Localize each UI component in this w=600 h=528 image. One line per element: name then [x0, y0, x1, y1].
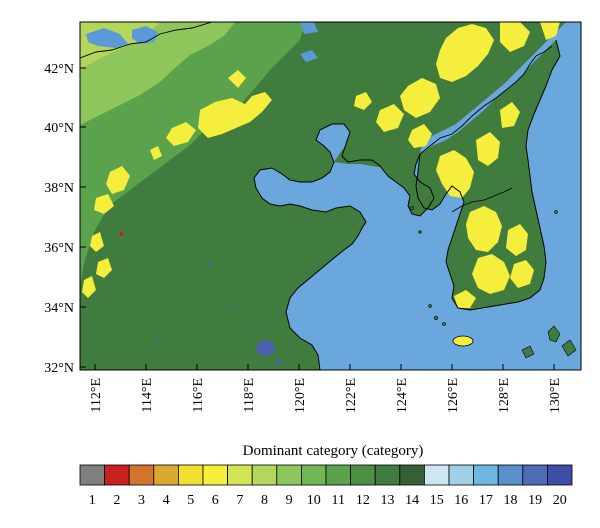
border-china-korea	[419, 45, 553, 155]
cropland-patches-korea	[436, 102, 534, 308]
colorbar-label-5: 5	[187, 493, 194, 508]
lon-label-112: 112°E	[89, 378, 104, 413]
reservoir-lakes	[156, 260, 281, 365]
small-islands	[410, 206, 577, 359]
urban-pixel	[120, 232, 123, 236]
lat-label-42: 42°N	[44, 62, 74, 77]
colorbar-swatch-14	[399, 464, 425, 486]
colorbar-label-17: 17	[479, 493, 493, 508]
colorbar-label-18: 18	[504, 493, 518, 508]
colorbar-label-1: 1	[89, 493, 96, 508]
colorbar-swatch-10	[300, 464, 327, 486]
lon-label-128: 128°E	[497, 378, 512, 413]
lat-tick-labels: 42°N 40°N 38°N 36°N 34°N 32°N	[44, 62, 74, 376]
lon-ticks	[94, 364, 555, 370]
colorbar-label-12: 12	[356, 493, 370, 508]
lon-label-124: 124°E	[395, 378, 410, 413]
colorbar-label-6: 6	[212, 493, 219, 508]
colorbar-swatch-3	[128, 464, 155, 486]
lon-label-114: 114°E	[140, 378, 155, 413]
map-area	[80, 22, 581, 370]
colorbar-label-7: 7	[236, 493, 243, 508]
northern-lakes	[86, 22, 318, 62]
colorbar-label-15: 15	[430, 493, 444, 508]
colorbar-swatch-19	[522, 464, 548, 486]
cropland-patches-northeast	[354, 22, 560, 148]
colorbar-swatch-1	[79, 464, 106, 486]
border-north	[80, 22, 213, 59]
lon-label-120: 120°E	[293, 378, 308, 413]
lon-tick-labels: 112°E 114°E 116°E 118°E 120°E 122°E 124°…	[89, 378, 563, 413]
colorbar-title: Dominant category (category)	[243, 443, 424, 459]
colorbar: 1 2 3 4 5 6 7 8 9 10 11 12 13 14 15 16 17 18 19 20	[79, 464, 573, 508]
map-frame	[79, 21, 582, 371]
colorbar-label-9: 9	[286, 493, 293, 508]
colorbar-label-19: 19	[528, 493, 542, 508]
lon-label-130: 130°E	[548, 378, 563, 413]
colorbar-swatch-5	[177, 464, 204, 486]
colorbar-label-20: 20	[553, 493, 567, 508]
colorbar-label-8: 8	[261, 493, 268, 508]
lon-label-116: 116°E	[191, 378, 206, 413]
lon-label-126: 126°E	[446, 378, 461, 413]
lat-label-32: 32°N	[44, 361, 74, 376]
colorbar-swatch-16	[448, 464, 475, 486]
colorbar-swatch-20	[547, 464, 573, 486]
colorbar-swatch-9	[276, 464, 302, 486]
colorbar-swatch-7	[227, 464, 253, 486]
colorbar-label-16: 16	[454, 493, 468, 508]
coastline	[253, 123, 435, 370]
jeju-island	[452, 335, 474, 347]
lat-label-40: 40°N	[44, 121, 74, 136]
colorbar-label-13: 13	[381, 493, 395, 508]
lat-label-38: 38°N	[44, 181, 74, 196]
lon-label-118: 118°E	[242, 378, 257, 413]
border-korea-dmz	[451, 187, 513, 213]
colorbar-label-4: 4	[163, 493, 170, 508]
lat-label-34: 34°N	[44, 301, 74, 316]
liaodong-peninsula	[334, 130, 412, 176]
lon-label-122: 122°E	[344, 378, 359, 413]
colorbar-label-2: 2	[113, 493, 120, 508]
colorbar-swatch-12	[350, 464, 376, 486]
colorbar-swatch-13	[374, 464, 401, 486]
colorbar-swatch-15	[423, 464, 450, 486]
colorbar-swatch-2	[104, 464, 130, 486]
cropland-patches-west	[82, 70, 272, 298]
korea-coastline	[415, 39, 561, 311]
colorbar-label-3: 3	[138, 493, 145, 508]
colorbar-swatch-18	[497, 464, 524, 486]
lat-ticks	[80, 67, 86, 368]
colorbar-swatch-4	[153, 464, 179, 486]
colorbar-swatch-8	[251, 464, 278, 486]
colorbar-swatch-17	[473, 464, 499, 486]
lat-label-36: 36°N	[44, 241, 74, 256]
colorbar-label-10: 10	[307, 493, 321, 508]
colorbar-swatch-11	[325, 464, 352, 486]
colorbar-swatch-6	[202, 464, 229, 486]
colorbar-label-11: 11	[332, 493, 345, 508]
colorbar-label-14: 14	[405, 493, 419, 508]
